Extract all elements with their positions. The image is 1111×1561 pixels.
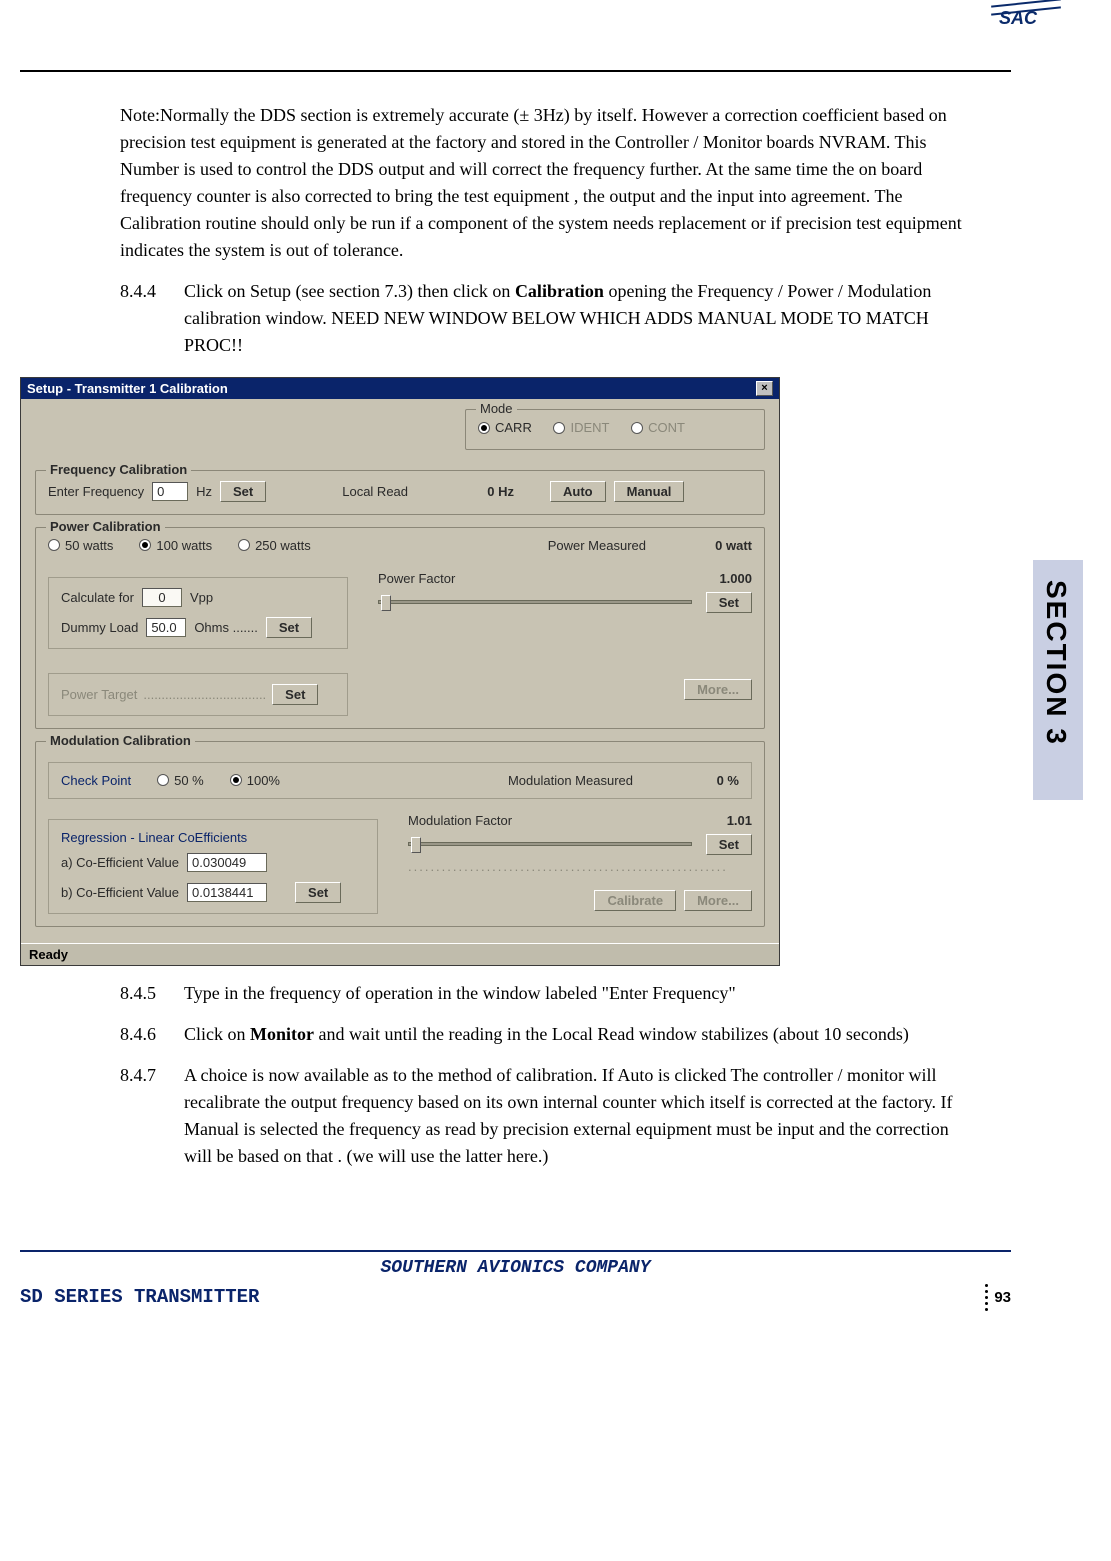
regression-legend: Regression - Linear CoEfficients xyxy=(61,830,365,845)
power-more-button[interactable]: More... xyxy=(684,679,752,700)
logo: SAC xyxy=(999,8,1089,48)
step-844-body: Click on Setup (see section 7.3) then cl… xyxy=(184,278,981,359)
cp-50-radio[interactable]: 50 % xyxy=(157,773,204,788)
calibrate-button[interactable]: Calibrate xyxy=(594,890,676,911)
mod-factor-set-button[interactable]: Set xyxy=(706,834,752,855)
dummy-load-input[interactable]: 50.0 xyxy=(146,618,186,637)
mode-carr-radio[interactable]: CARR xyxy=(478,420,532,435)
footer-product: SD SERIES TRANSMITTER xyxy=(20,1286,259,1308)
bottom-rule xyxy=(20,1250,1011,1252)
mod-measured-label: Modulation Measured xyxy=(508,773,633,788)
mod-more-button[interactable]: More... xyxy=(684,890,752,911)
coeff-a-input[interactable]: 0.030049 xyxy=(187,853,267,872)
coeff-set-button[interactable]: Set xyxy=(295,882,341,903)
mod-cal-legend: Modulation Calibration xyxy=(46,733,195,748)
enter-freq-input[interactable]: 0 xyxy=(152,482,188,501)
page-number: 93 xyxy=(994,1289,1011,1306)
power-target-label: Power Target xyxy=(61,687,137,702)
step-847-body: A choice is now available as to the meth… xyxy=(184,1062,981,1170)
step-845-body: Type in the frequency of operation in th… xyxy=(184,980,981,1007)
step-844-num: 8.4.4 xyxy=(120,278,166,359)
dialog-titlebar: Setup - Transmitter 1 Calibration × xyxy=(21,378,779,399)
step-847-num: 8.4.7 xyxy=(120,1062,166,1170)
cp-100-radio[interactable]: 100% xyxy=(230,773,280,788)
local-read-value: 0 Hz xyxy=(454,484,514,499)
watts-50-radio[interactable]: 50 watts xyxy=(48,538,113,553)
dummy-load-set-button[interactable]: Set xyxy=(266,617,312,638)
top-rule xyxy=(20,70,1011,72)
intro-note: Note:Normally the DDS section is extreme… xyxy=(120,102,981,264)
power-cal-legend: Power Calibration xyxy=(46,519,165,534)
mode-cont-radio: CONT xyxy=(631,420,685,435)
mod-factor-value: 1.01 xyxy=(692,813,752,828)
calc-for-input[interactable]: 0 xyxy=(142,588,182,607)
manual-button[interactable]: Manual xyxy=(614,481,685,502)
mode-legend: Mode xyxy=(476,401,517,416)
logo-text: SAC xyxy=(999,8,1089,29)
coeff-a-label: a) Co-Efficient Value xyxy=(61,855,179,870)
step-846-body: Click on Monitor and wait until the read… xyxy=(184,1021,981,1048)
watts-100-radio[interactable]: 100 watts xyxy=(139,538,212,553)
power-measured-label: Power Measured xyxy=(548,538,646,553)
calibration-dialog: Setup - Transmitter 1 Calibration × Mode… xyxy=(20,377,780,966)
coeff-b-input[interactable]: 0.0138441 xyxy=(187,883,267,902)
footer-company: SOUTHERN AVIONICS COMPANY xyxy=(20,1258,1011,1278)
status-bar: Ready xyxy=(21,943,779,965)
footer-dots-icon xyxy=(985,1284,988,1311)
watts-250-radio[interactable]: 250 watts xyxy=(238,538,311,553)
local-read-label: Local Read xyxy=(342,484,408,499)
power-target-set-button[interactable]: Set xyxy=(272,684,318,705)
freq-set-button[interactable]: Set xyxy=(220,481,266,502)
power-factor-value: 1.000 xyxy=(692,571,752,586)
freq-cal-legend: Frequency Calibration xyxy=(46,462,191,477)
mod-measured-value: 0 % xyxy=(679,773,739,788)
mod-factor-slider[interactable] xyxy=(408,842,692,846)
auto-button[interactable]: Auto xyxy=(550,481,606,502)
checkpoint-label: Check Point xyxy=(61,773,131,788)
coeff-b-label: b) Co-Efficient Value xyxy=(61,885,179,900)
power-measured-value: 0 watt xyxy=(692,538,752,553)
dummy-load-label: Dummy Load xyxy=(61,620,138,635)
calc-for-label: Calculate for xyxy=(61,590,134,605)
mod-factor-label: Modulation Factor xyxy=(408,813,512,828)
section-tab: SECTION 3 xyxy=(1033,560,1083,800)
enter-freq-label: Enter Frequency xyxy=(48,484,144,499)
mode-ident-radio: IDENT xyxy=(553,420,609,435)
power-factor-set-button[interactable]: Set xyxy=(706,592,752,613)
close-icon[interactable]: × xyxy=(756,381,773,396)
power-factor-label: Power Factor xyxy=(378,571,455,586)
step-845-num: 8.4.5 xyxy=(120,980,166,1007)
dialog-title: Setup - Transmitter 1 Calibration xyxy=(27,381,228,396)
power-factor-slider[interactable] xyxy=(378,600,692,604)
step-846-num: 8.4.6 xyxy=(120,1021,166,1048)
